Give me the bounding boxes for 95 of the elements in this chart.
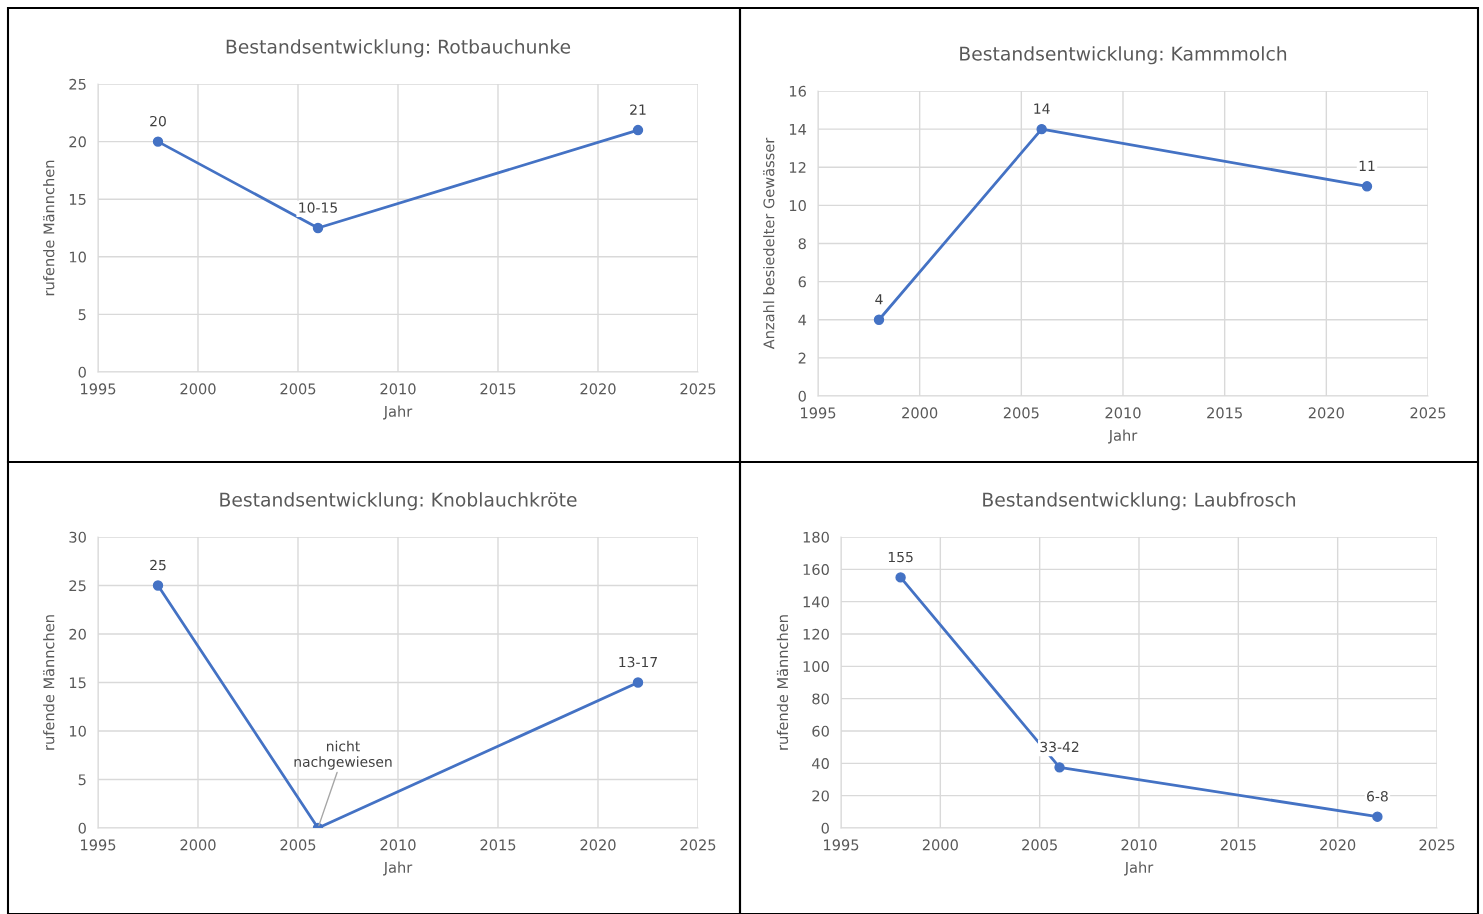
x-axis-title: Jahr <box>1108 429 1138 444</box>
y-tick-label: 60 <box>812 725 829 737</box>
x-tick-label: 2025 <box>1410 407 1446 419</box>
data-label: 20 <box>150 115 166 127</box>
point <box>1036 123 1047 135</box>
y-tick-label: 12 <box>789 161 806 173</box>
y-tick-label: 40 <box>812 758 829 770</box>
y-axis-title: rufende Männchen <box>776 615 789 750</box>
x-tick-label: 1995 <box>81 383 116 395</box>
y-tick-label: 160 <box>803 564 829 576</box>
data-label: 13-17 <box>619 656 657 668</box>
y-tick-label: 25 <box>69 580 86 592</box>
y-tick-label: 10 <box>789 200 806 212</box>
x-tick-label: 2020 <box>580 839 616 851</box>
y-tick-label: 2 <box>798 352 806 364</box>
x-tick-label: 2005 <box>280 383 316 395</box>
x-tick-label: 2005 <box>1003 407 1039 419</box>
y-tick-label: 0 <box>798 390 806 402</box>
y-tick-label: 30 <box>69 531 86 543</box>
y-tick-label: 5 <box>78 774 86 786</box>
y-tick-label: 0 <box>78 366 86 378</box>
y-tick-label: 10 <box>69 725 86 737</box>
data-label: 33-42 <box>1040 741 1079 753</box>
data-label: 6-8 <box>1367 790 1388 802</box>
y-tick-label: 10 <box>69 251 86 263</box>
x-tick-label: 2000 <box>180 383 216 395</box>
y-tick-label: 15 <box>69 194 86 205</box>
y-tick-label: 6 <box>798 276 806 288</box>
x-axis-title: Jahr <box>383 861 413 876</box>
y-axis-title: rufende Männchen <box>43 160 55 296</box>
x-tick-label: 2010 <box>380 839 416 851</box>
y-tick-label: 8 <box>798 238 806 250</box>
x-tick-label: 2010 <box>1121 839 1157 851</box>
point <box>632 677 644 688</box>
chart-title: Bestandsentwicklung: Laubfrosch <box>983 492 1296 511</box>
point <box>873 314 885 325</box>
y-tick-label: 20 <box>812 790 829 802</box>
y-tick-label: 0 <box>78 822 86 834</box>
chart-title: Bestandsentwicklung: Knoblauchkröte <box>220 492 577 511</box>
x-tick-label: 2025 <box>680 383 716 395</box>
x-tick-label: 2010 <box>1105 407 1141 419</box>
y-tick-label: 25 <box>69 78 86 90</box>
x-tick-label: 2000 <box>180 839 216 851</box>
point <box>1372 811 1383 822</box>
point <box>312 222 324 234</box>
y-tick-label: 5 <box>78 309 86 321</box>
data-label: 10-15 <box>299 202 337 213</box>
x-tick-label: 2025 <box>1419 839 1455 851</box>
data-label: 11 <box>1359 160 1375 171</box>
point <box>1361 181 1373 192</box>
point <box>152 136 164 147</box>
x-tick-label: 2000 <box>922 839 958 851</box>
y-tick-label: 20 <box>69 628 86 640</box>
chart-title: Bestandsentwicklung: Rotbauchunke <box>226 39 571 58</box>
y-tick-label: 14 <box>789 124 807 135</box>
data-label: 155 <box>888 551 913 563</box>
x-tick-label: 2025 <box>680 839 716 851</box>
y-tick-label: 80 <box>812 693 829 705</box>
y-tick-label: 120 <box>803 628 829 640</box>
data-label: 25 <box>150 559 166 571</box>
y-axis-title: rufende Männchen <box>43 615 55 750</box>
x-tick-label: 2020 <box>1308 407 1344 419</box>
point <box>895 572 906 583</box>
x-tick-label: 2000 <box>902 407 938 419</box>
y-tick-label: 100 <box>803 661 829 673</box>
point <box>632 124 644 136</box>
x-axis-title: Jahr <box>1124 861 1154 876</box>
y-tick-label: 16 <box>789 85 806 97</box>
y-axis-title: Anzahl besiedelter Gewässer <box>763 137 775 350</box>
y-tick-label: 140 <box>803 596 829 608</box>
x-tick-label: 2005 <box>1022 839 1057 851</box>
y-tick-label: 4 <box>798 314 807 326</box>
x-tick-label: 2020 <box>580 383 616 395</box>
data-label: nicht nachgewiesen <box>294 740 392 770</box>
x-tick-label: 1995 <box>801 407 836 419</box>
data-label: 21 <box>630 104 646 115</box>
y-tick-label: 20 <box>69 136 86 148</box>
x-tick-label: 2020 <box>1320 839 1356 851</box>
y-tick-label: 180 <box>803 531 829 543</box>
x-tick-label: 2010 <box>380 383 416 395</box>
y-tick-label: 15 <box>69 677 86 689</box>
chart-title: Bestandsentwicklung: Kammmolch <box>960 46 1287 65</box>
x-tick-label: 2015 <box>1220 839 1256 851</box>
x-tick-label: 2015 <box>480 383 516 395</box>
data-label: 4 <box>875 294 883 305</box>
y-tick-label: 0 <box>821 822 829 834</box>
x-tick-label: 2015 <box>480 839 516 851</box>
x-tick-label: 2005 <box>280 839 316 851</box>
x-tick-label: 1995 <box>824 839 859 851</box>
x-axis-title: Jahr <box>383 405 413 420</box>
point <box>152 580 164 591</box>
x-tick-label: 2015 <box>1207 407 1242 419</box>
point <box>1054 762 1065 773</box>
x-tick-label: 1995 <box>81 839 116 851</box>
data-label: 14 <box>1034 103 1050 114</box>
